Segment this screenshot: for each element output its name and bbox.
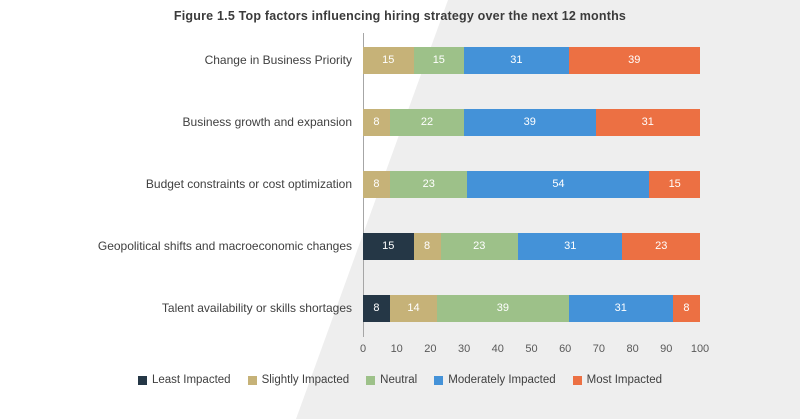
x-tick-label: 0	[359, 343, 367, 355]
bar-track: 15 15 31 39	[363, 46, 700, 74]
bar-segment: 23	[440, 232, 518, 260]
legend-label: Moderately Impacted	[448, 374, 556, 386]
bar-segment: 22	[389, 108, 465, 136]
bar-segment: 31	[595, 108, 700, 136]
bar-segment: 14	[389, 294, 438, 322]
bar-segment: 8	[363, 170, 390, 198]
bar-row: Budget constraints or cost optimization 8…	[0, 153, 800, 215]
bar-track: 8 22 39 31	[363, 108, 700, 136]
legend-swatch-icon	[137, 375, 147, 385]
chart-title: Figure 1.5 Top factors influencing hirin…	[173, 9, 627, 23]
bar-segment: 23	[389, 170, 468, 198]
category-label: Geopolitical shifts and macroeconomic ch…	[97, 239, 352, 253]
bar-segment: 31	[464, 46, 569, 74]
x-tick-label: 40	[491, 343, 504, 355]
x-tick-label: 60	[559, 343, 572, 355]
bar-segment: 15	[413, 46, 465, 74]
bar-track: 8 23 54 15	[363, 170, 700, 198]
legend-label: Neutral	[380, 374, 418, 386]
bar-row: Change in Business Priority 15 15 31 39	[0, 29, 800, 91]
x-tick-label: 10	[390, 343, 403, 355]
bar-segment: 39	[568, 46, 700, 74]
bar-segment: 8	[363, 108, 390, 136]
legend-swatch-icon	[572, 375, 582, 385]
legend-label: Least Impacted	[151, 374, 231, 386]
category-label: Business growth and expansion	[182, 115, 352, 129]
bar-segment: 54	[467, 170, 650, 198]
legend-item: Slightly Impacted	[247, 374, 350, 386]
category-label: Talent availability or skills shortages	[161, 301, 352, 315]
bar-segment: 39	[464, 108, 596, 136]
bar-track: 15 8 23 31 23	[363, 232, 700, 260]
x-tick-label: 80	[626, 343, 639, 355]
bar-segment: 8	[413, 232, 441, 260]
bar-segment: 15	[363, 232, 414, 260]
category-label: Change in Business Priority	[204, 53, 352, 67]
legend-swatch-icon	[434, 375, 444, 385]
x-tick-label: 100	[690, 343, 710, 355]
category-label: Budget constraints or cost optimization	[145, 177, 352, 191]
bar-row: Business growth and expansion 8 22 39 31	[0, 91, 800, 153]
x-tick-label: 70	[592, 343, 606, 355]
bar-segment: 8	[363, 294, 390, 322]
bar-segment: 23	[622, 232, 700, 260]
bar-track: 8 14 39 31 8	[363, 294, 700, 322]
bar-row: Talent availability or skills shortages 8…	[0, 277, 800, 339]
legend: Least Impacted Slightly Impacted Neutral Mo…	[0, 374, 800, 386]
bar-row: Geopolitical shifts and macroeconomic ch…	[0, 215, 800, 277]
legend-item: Moderately Impacted	[434, 374, 556, 386]
x-tick-label: 20	[424, 343, 437, 355]
x-tick-label: 30	[457, 343, 471, 355]
legend-item: Least Impacted	[137, 374, 231, 386]
legend-swatch-icon	[247, 375, 257, 385]
legend-swatch-icon	[366, 375, 376, 385]
legend-label: Most Impacted	[586, 374, 663, 386]
bar-rows: Change in Business Priority 15 15 31 39 Busin…	[0, 29, 800, 339]
legend-item: Most Impacted	[572, 374, 663, 386]
bar-segment: 15	[363, 46, 414, 74]
legend-label: Slightly Impacted	[261, 374, 350, 386]
bar-segment: 8	[673, 294, 700, 322]
x-tick-label: 50	[525, 343, 538, 355]
bar-segment: 15	[649, 170, 700, 198]
bar-segment: 31	[518, 232, 623, 260]
x-axis-ticks: 0 10 20 30 40 50 60 70 80 90 100	[359, 343, 709, 358]
bar-segment: 31	[568, 294, 674, 322]
x-tick-label: 90	[660, 343, 673, 355]
bar-segment: 39	[437, 294, 569, 322]
legend-item: Neutral	[366, 374, 417, 386]
